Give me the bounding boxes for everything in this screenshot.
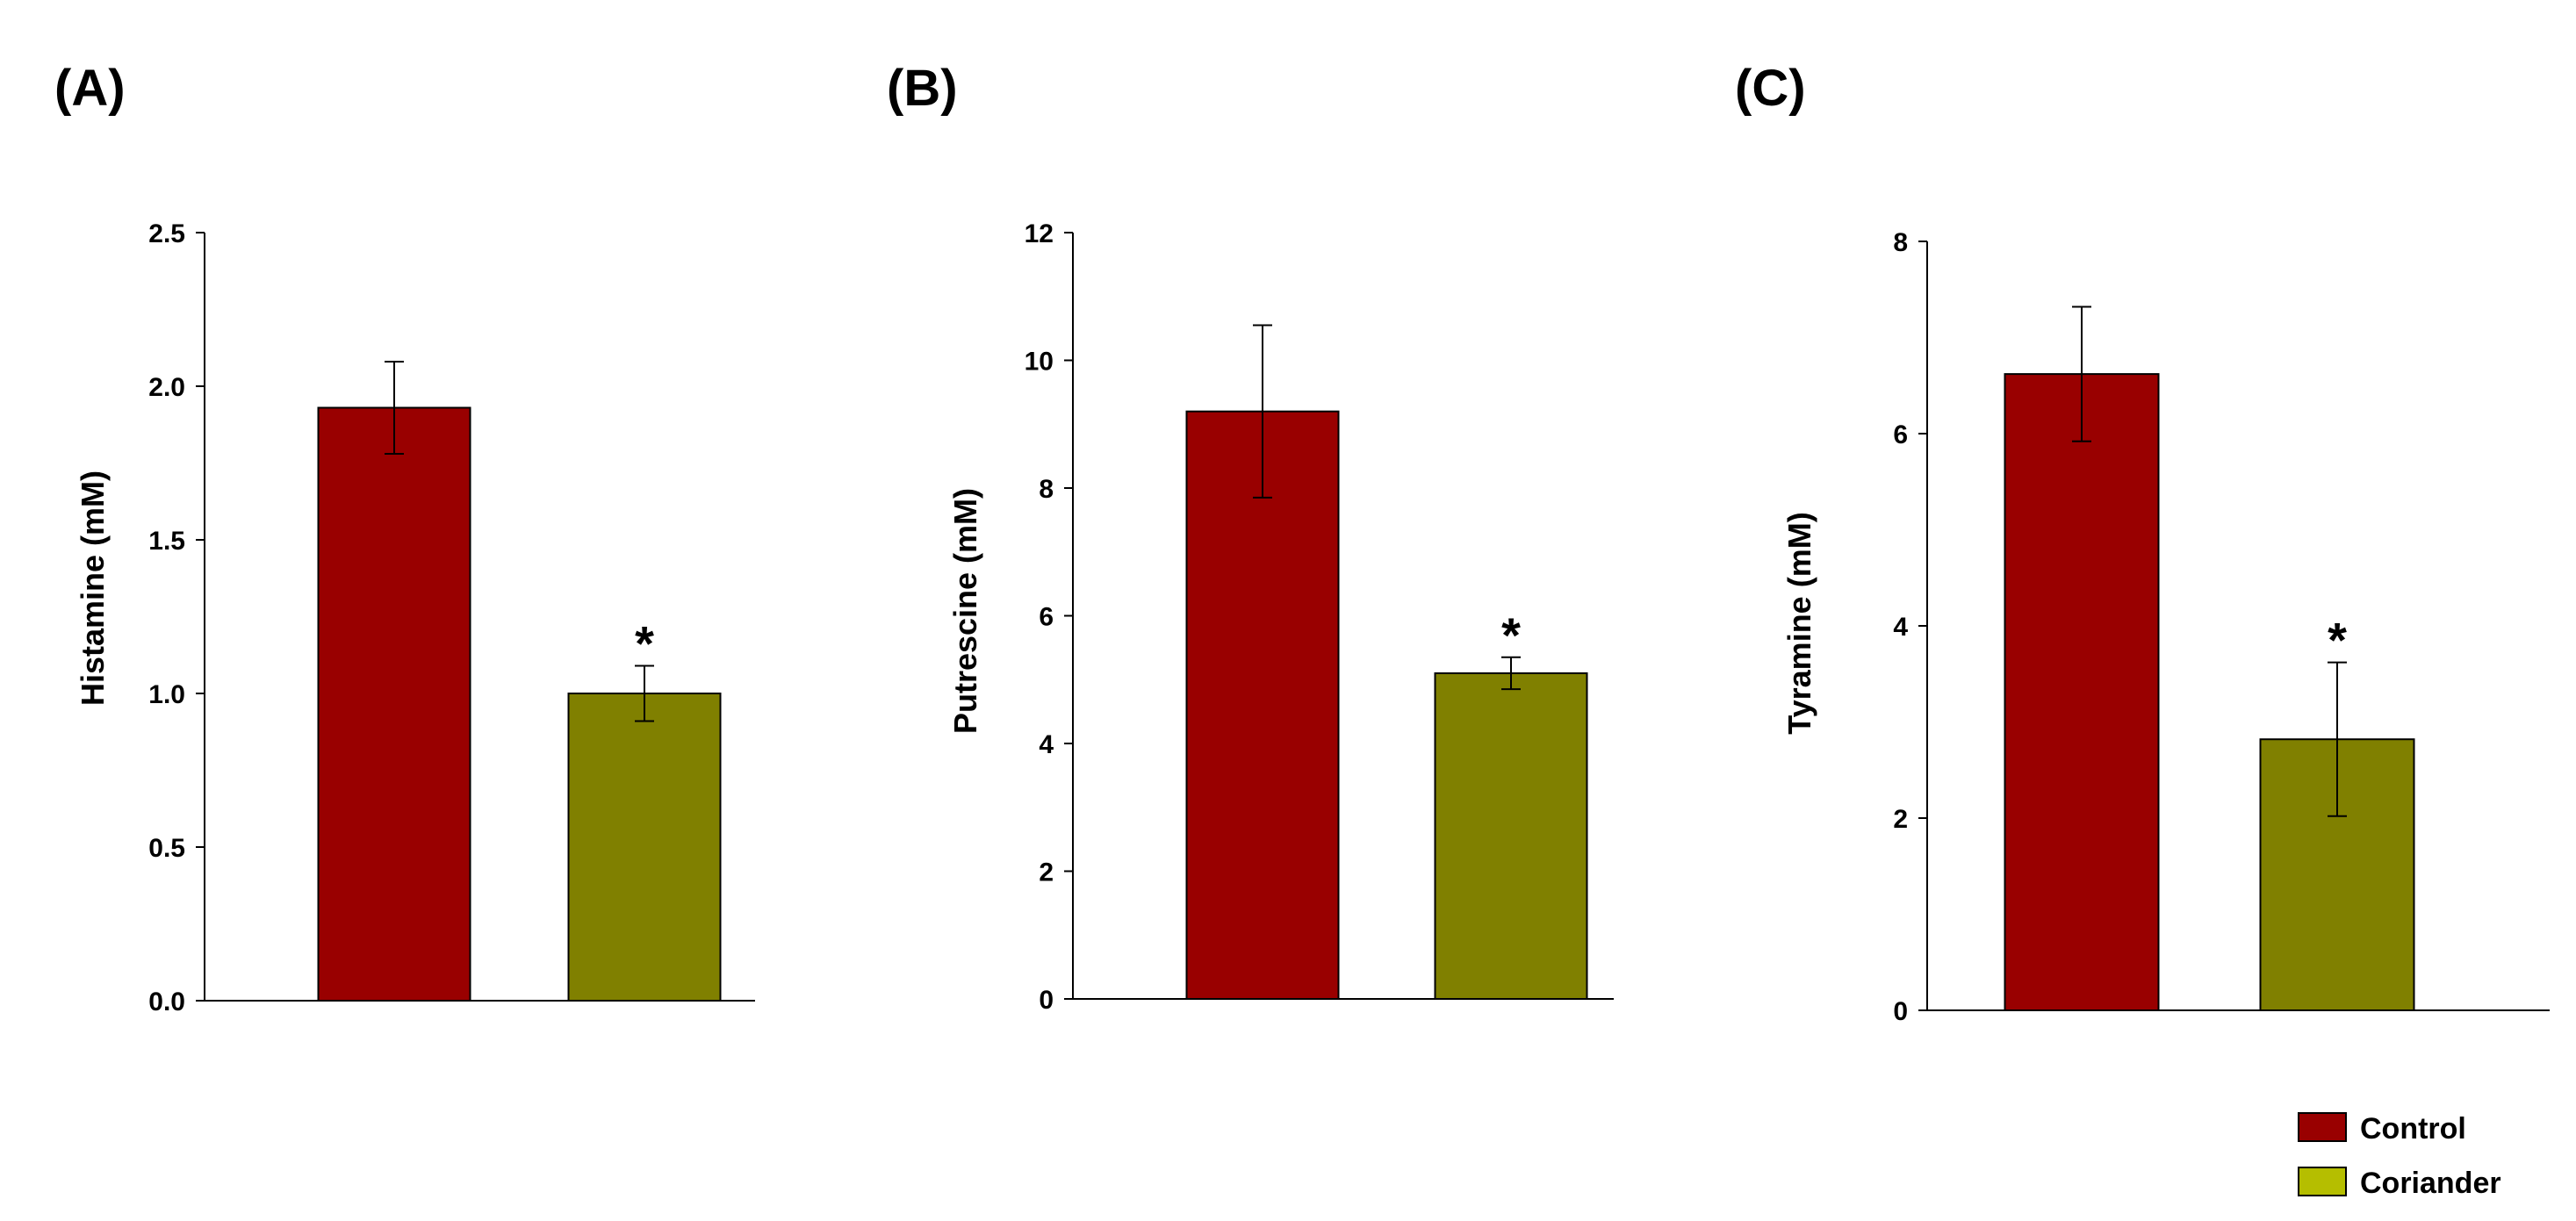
bar-coriander — [567, 693, 722, 1002]
significance-marker: * — [2328, 613, 2347, 668]
significance-marker: * — [635, 616, 654, 672]
panel-label: (C) — [1735, 60, 1806, 117]
bar-control — [2004, 373, 2160, 1011]
y-tick-label: 2 — [1039, 858, 1054, 887]
y-tick-label: 0 — [1893, 997, 1908, 1026]
y-tick-label: 6 — [1893, 420, 1908, 449]
panel-b: (B) Putrescine (mM) * 0 2 4 6 8 10 12 — [887, 60, 1614, 1015]
y-tick-label: 10 — [1025, 348, 1054, 377]
y-tick-label: 8 — [1039, 475, 1054, 504]
y-tick-label: 2 — [1893, 805, 1908, 834]
y-tick-label: 2.5 — [148, 219, 185, 248]
legend: Control Coriander — [2298, 1112, 2501, 1200]
y-tick-label: 4 — [1893, 613, 1908, 642]
y-tick-label: 0.0 — [148, 988, 185, 1016]
legend-swatch-control — [2298, 1112, 2347, 1142]
panel-a: (A) Histamine (mM) * 0.0 0.5 1.0 1.5 2.0 2.5 — [54, 60, 755, 1016]
bar-control — [317, 406, 471, 1002]
y-axis-title: Putrescine (mM) — [947, 488, 983, 734]
y-tick-label: 4 — [1039, 730, 1054, 759]
legend-label-control: Control — [2360, 1112, 2466, 1146]
y-tick-label: 6 — [1039, 603, 1054, 632]
y-axis-title: Histamine (mM) — [75, 470, 111, 706]
y-tick-label: 1.5 — [148, 527, 185, 556]
y-tick-label: 12 — [1025, 219, 1054, 248]
y-tick-label: 0 — [1039, 986, 1054, 1015]
y-tick-label: 8 — [1893, 228, 1908, 257]
significance-marker: * — [1501, 607, 1521, 663]
y-axis-title: Tyramine (mM) — [1781, 512, 1817, 734]
legend-label-coriander: Coriander — [2360, 1167, 2501, 1200]
bar-control — [1185, 410, 1340, 1000]
y-tick-label: 2.0 — [148, 373, 185, 402]
y-tick-label: 1.0 — [148, 680, 185, 709]
panel-label: (A) — [54, 60, 126, 117]
panel-label: (B) — [887, 60, 958, 117]
bar-coriander — [1434, 672, 1588, 1000]
y-tick-label: 0.5 — [148, 834, 185, 863]
legend-swatch-coriander — [2298, 1167, 2347, 1196]
panel-c: (C) Tyramine (mM) * 0 2 4 6 8 — [1735, 60, 2550, 1026]
